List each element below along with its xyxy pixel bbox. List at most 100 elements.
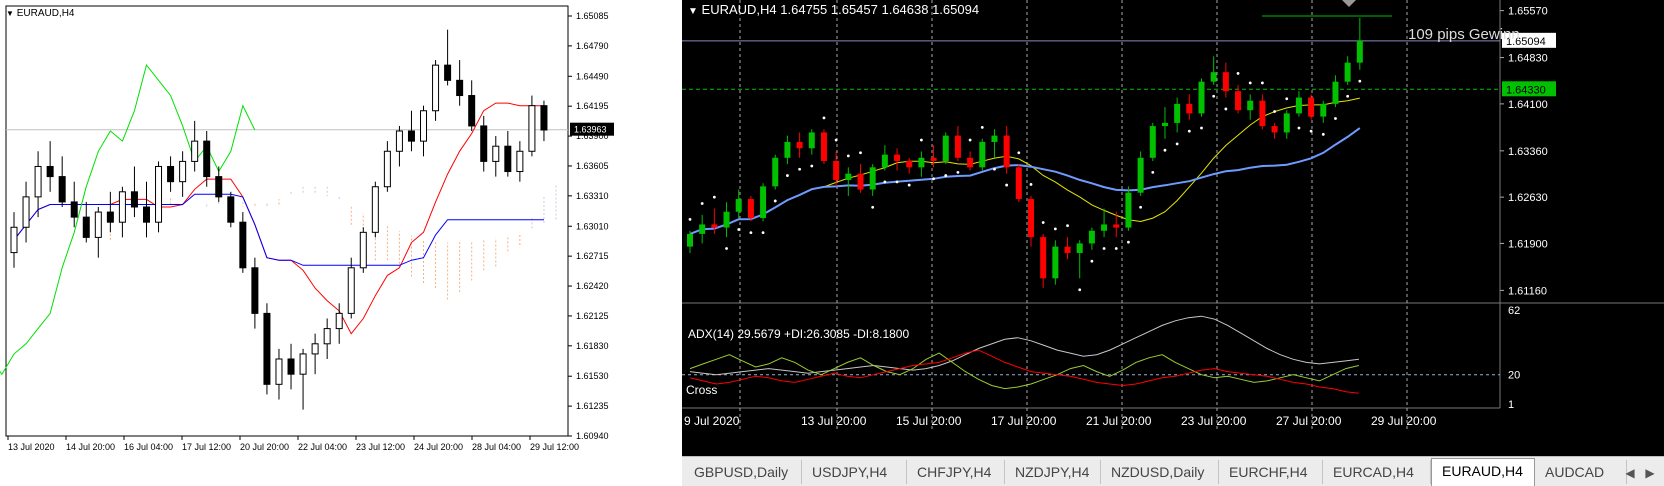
candle-body: [833, 160, 840, 181]
price-tick-label: 1.64830: [1508, 53, 1548, 65]
candle-body: [1040, 237, 1047, 279]
candle-body: [179, 160, 187, 183]
left-chart-canvas[interactable]: 1.65085 1.64790 1.64490 1.64195 1.63900 1.636…: [0, 0, 680, 485]
candle-body: [1064, 246, 1071, 253]
current-price-box: [570, 122, 614, 136]
time-tick-label: 27 Jul 20:00: [1276, 414, 1342, 428]
candle-body: [287, 358, 295, 375]
tab-audcad[interactable]: AUDCAD: [1535, 460, 1627, 484]
candle-body: [1137, 157, 1144, 193]
tab-eurcad-h4[interactable]: EURCAD,H4: [1323, 460, 1431, 484]
tab-scroll-right-icon[interactable]: ▶: [1645, 466, 1655, 480]
scroll-marker-icon: [1342, 0, 1356, 7]
left-chart-window[interactable]: 1.65085 1.64790 1.64490 1.64195 1.63900 1.636…: [0, 0, 680, 485]
cross-label: Cross: [686, 383, 718, 397]
psar-dot: [1151, 170, 1155, 174]
adx-line: [689, 315, 1359, 376]
psar-dot: [1273, 110, 1276, 113]
candle-body: [1101, 224, 1108, 231]
dropdown-triangle-icon[interactable]: ▼: [6, 9, 14, 18]
candle-body: [191, 140, 199, 162]
psar-dot: [786, 174, 789, 177]
candle-body: [979, 141, 986, 168]
psar-dot: [1066, 224, 1069, 228]
time-tick-label: 16 Jul 04:00: [124, 442, 173, 452]
candle-body: [820, 132, 827, 161]
tab-scroll-left-icon[interactable]: ◀: [1625, 466, 1635, 480]
price-tick-label: 1.62125: [576, 311, 609, 321]
candle-body: [215, 176, 223, 198]
level-price-box: [1502, 81, 1556, 97]
right-chart-canvas[interactable]: 9 Jul 2020 13 Jul 20:00 15 Jul 20:00 17 Jul…: [682, 0, 1664, 456]
candle-body: [1320, 103, 1327, 117]
price-tick-label: 1.64790: [576, 41, 609, 51]
tab-usdjpy-h4[interactable]: USDJPY,H4: [802, 460, 907, 484]
candle-body: [747, 199, 754, 219]
indicator-title: ADX(14) 29.5679 +DI:26.3085 -DI:8.1800: [688, 327, 910, 341]
psar-dot: [1297, 126, 1301, 130]
candle-body: [34, 165, 42, 198]
tab-gbpusd-daily[interactable]: GBPUSD,Daily: [684, 460, 802, 484]
psar-dot: [980, 125, 984, 129]
psar-dot: [871, 205, 875, 209]
psar-dot: [883, 180, 887, 184]
psar-dot: [712, 195, 716, 199]
candle-body: [1198, 81, 1205, 114]
plus-di-line: [689, 352, 1360, 390]
time-tick-label: 22 Jul 04:00: [298, 442, 347, 452]
candle-body: [94, 211, 102, 238]
psar-dot: [1212, 94, 1216, 98]
candle-body: [227, 196, 235, 223]
candle-body: [942, 135, 949, 161]
psar-dot: [749, 231, 753, 235]
indicator-tick-label: 62: [1508, 305, 1520, 317]
psar-dot: [1285, 97, 1289, 101]
psar-dot: [1102, 247, 1106, 250]
psar-dot: [1236, 72, 1240, 75]
psar-dot: [1139, 205, 1143, 209]
psar-dot: [700, 202, 704, 205]
pips-annotation: 109 pips Gewinn: [1408, 26, 1520, 43]
candle-body: [22, 196, 30, 228]
psar-dot: [1358, 79, 1362, 83]
candle-body: [1186, 103, 1193, 114]
psar-dot: [846, 154, 850, 158]
candle-body: [1174, 103, 1181, 123]
price-tick-label: 1.64195: [576, 101, 609, 111]
price-tick-label: 1.61900: [1508, 238, 1548, 250]
tenkan-line: [13, 102, 544, 335]
tab-euraud-h4[interactable]: EURAUD,H4: [1431, 458, 1535, 486]
time-tick-label: 17 Jul 20:00: [991, 414, 1057, 428]
psar-dot: [1321, 132, 1325, 136]
right-chart-window[interactable]: 9 Jul 2020 13 Jul 20:00 15 Jul 20:00 17 Jul…: [682, 0, 1664, 485]
candle-body: [869, 167, 876, 190]
tab-nzdusd-daily[interactable]: NZDUSD,Daily: [1101, 460, 1219, 484]
candle-body: [142, 206, 150, 223]
candle-body: [395, 130, 403, 152]
candle-body: [796, 141, 803, 149]
time-tick-label: 28 Jul 04:00: [472, 442, 521, 452]
price-tick-label: 1.61530: [576, 371, 609, 381]
candle-body: [735, 199, 742, 212]
candle-body: [1015, 167, 1022, 200]
candle-body: [772, 157, 779, 187]
candle-body: [711, 224, 718, 228]
tab-eurchf-h4[interactable]: EURCHF,H4: [1219, 460, 1323, 484]
candle-body: [687, 233, 693, 247]
dropdown-triangle-icon[interactable]: ▼: [688, 6, 698, 17]
price-tick-label: 1.61235: [576, 401, 609, 411]
chart-frame: [5, 5, 569, 437]
price-tick-label: 1.60940: [576, 431, 609, 441]
psar-dot: [1187, 129, 1191, 133]
candle-body: [10, 226, 18, 254]
tab-chfjpy-h4[interactable]: CHFJPY,H4: [907, 460, 1005, 484]
candle-body: [456, 79, 464, 97]
candle-body: [1149, 126, 1156, 158]
tab-nzdjpy-h4[interactable]: NZDJPY,H4: [1005, 460, 1101, 484]
candle-body: [881, 154, 888, 168]
candle-body: [275, 358, 283, 385]
psar-dot: [1346, 94, 1350, 98]
psar-dot: [688, 217, 692, 221]
psar-dot: [725, 247, 728, 250]
candle-body: [845, 173, 852, 181]
